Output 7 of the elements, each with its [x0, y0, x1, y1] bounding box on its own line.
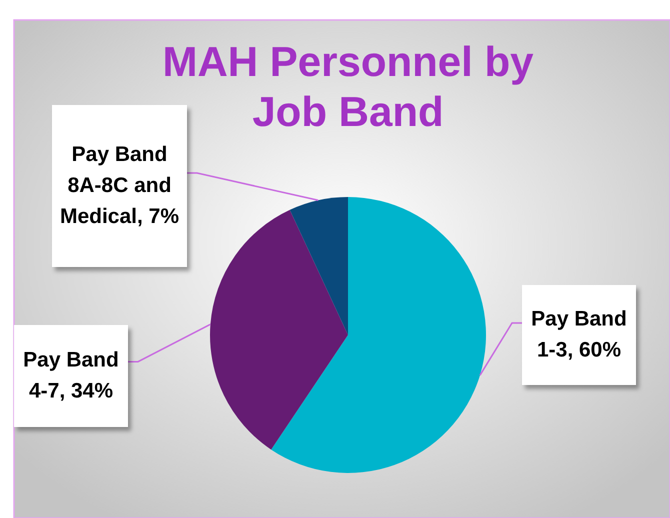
slice-label: Pay Band 1-3, 60% [531, 307, 627, 362]
slice-label: Pay Band 4-7, 34% [23, 348, 119, 402]
pie-slice [210, 210, 348, 450]
pie-slice [271, 197, 486, 473]
pie-slice [290, 197, 348, 335]
slice-label: Pay Band 8A-8C and Medical, 7% [60, 142, 180, 228]
chart-title: MAH Personnel by Job Band [162, 38, 534, 136]
